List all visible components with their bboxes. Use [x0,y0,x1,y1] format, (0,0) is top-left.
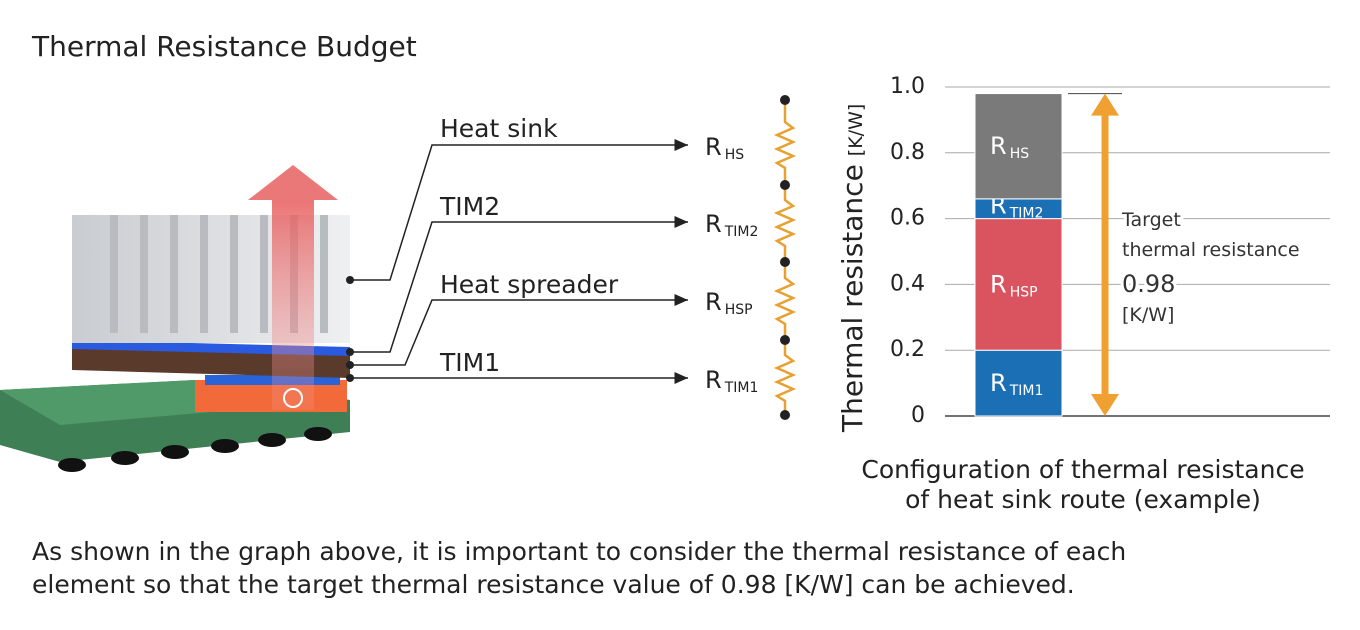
resistor-label: R HS [705,133,744,163]
target-value: 0.98 [1122,270,1175,298]
y-unit: [K/W] [845,104,867,156]
bar-segment [974,218,1063,351]
resistor-chain [773,95,797,420]
part-label: TIM2 [439,192,500,221]
arrow-head [1091,394,1119,416]
r-sub: HSP [1010,284,1038,300]
y-tick-label: 0.8 [890,140,925,165]
y-label: Thermal resistance [836,164,869,433]
r-sub: TIM1 [1009,383,1044,399]
target-text: Target [1121,209,1181,231]
title: Thermal Resistance Budget [31,30,417,63]
segment-label: R HS [990,132,1029,162]
y-tick-label: 0 [911,403,925,428]
r-sub: TIM2 [1009,206,1044,222]
r-sub: HS [1010,146,1030,162]
r-sub: HSP [725,302,753,318]
part-label: Heat sink [440,114,558,143]
target-text: thermal resistance [1122,239,1300,261]
r: R [705,288,722,316]
r-sub: TIM2 [724,224,759,240]
caption-line: Configuration of thermal resistance [861,455,1304,484]
arrow-head [1091,93,1119,116]
paragraph-line: As shown in the graph above, it is impor… [32,537,1126,566]
leaders [346,139,688,384]
target-unit: [K/W] [1122,304,1174,326]
resistor-label: R TIM2 [705,210,758,240]
y-tick-label: 0.2 [890,337,925,362]
segment-label: R HSP [990,270,1038,300]
r-sub: TIM1 [724,380,759,396]
r: R [705,133,722,161]
caption-line: of heat sink route (example) [905,485,1261,514]
r: R [990,369,1007,397]
y-tick-label: 0.4 [890,271,925,296]
bar-segment [974,93,1063,200]
r-sub: HS [725,147,745,163]
y-tick-label: 1.0 [890,74,925,99]
r: R [705,366,722,394]
r: R [990,270,1007,298]
paragraph-line: element so that the target thermal resis… [32,570,1075,599]
resistor-label: R TIM1 [705,366,758,396]
part-label: TIM1 [439,348,500,377]
y-tick-label: 0.6 [890,206,925,231]
r: R [705,210,722,238]
bar-segment [974,349,1063,417]
illustration [0,165,350,472]
segment-label: R TIM1 [990,369,1043,399]
resistor-label: R HSP [705,288,753,318]
r: R [990,132,1007,160]
part-label: Heat spreader [440,270,619,299]
y-axis-label: Thermal resistance [K/W] [836,104,869,433]
